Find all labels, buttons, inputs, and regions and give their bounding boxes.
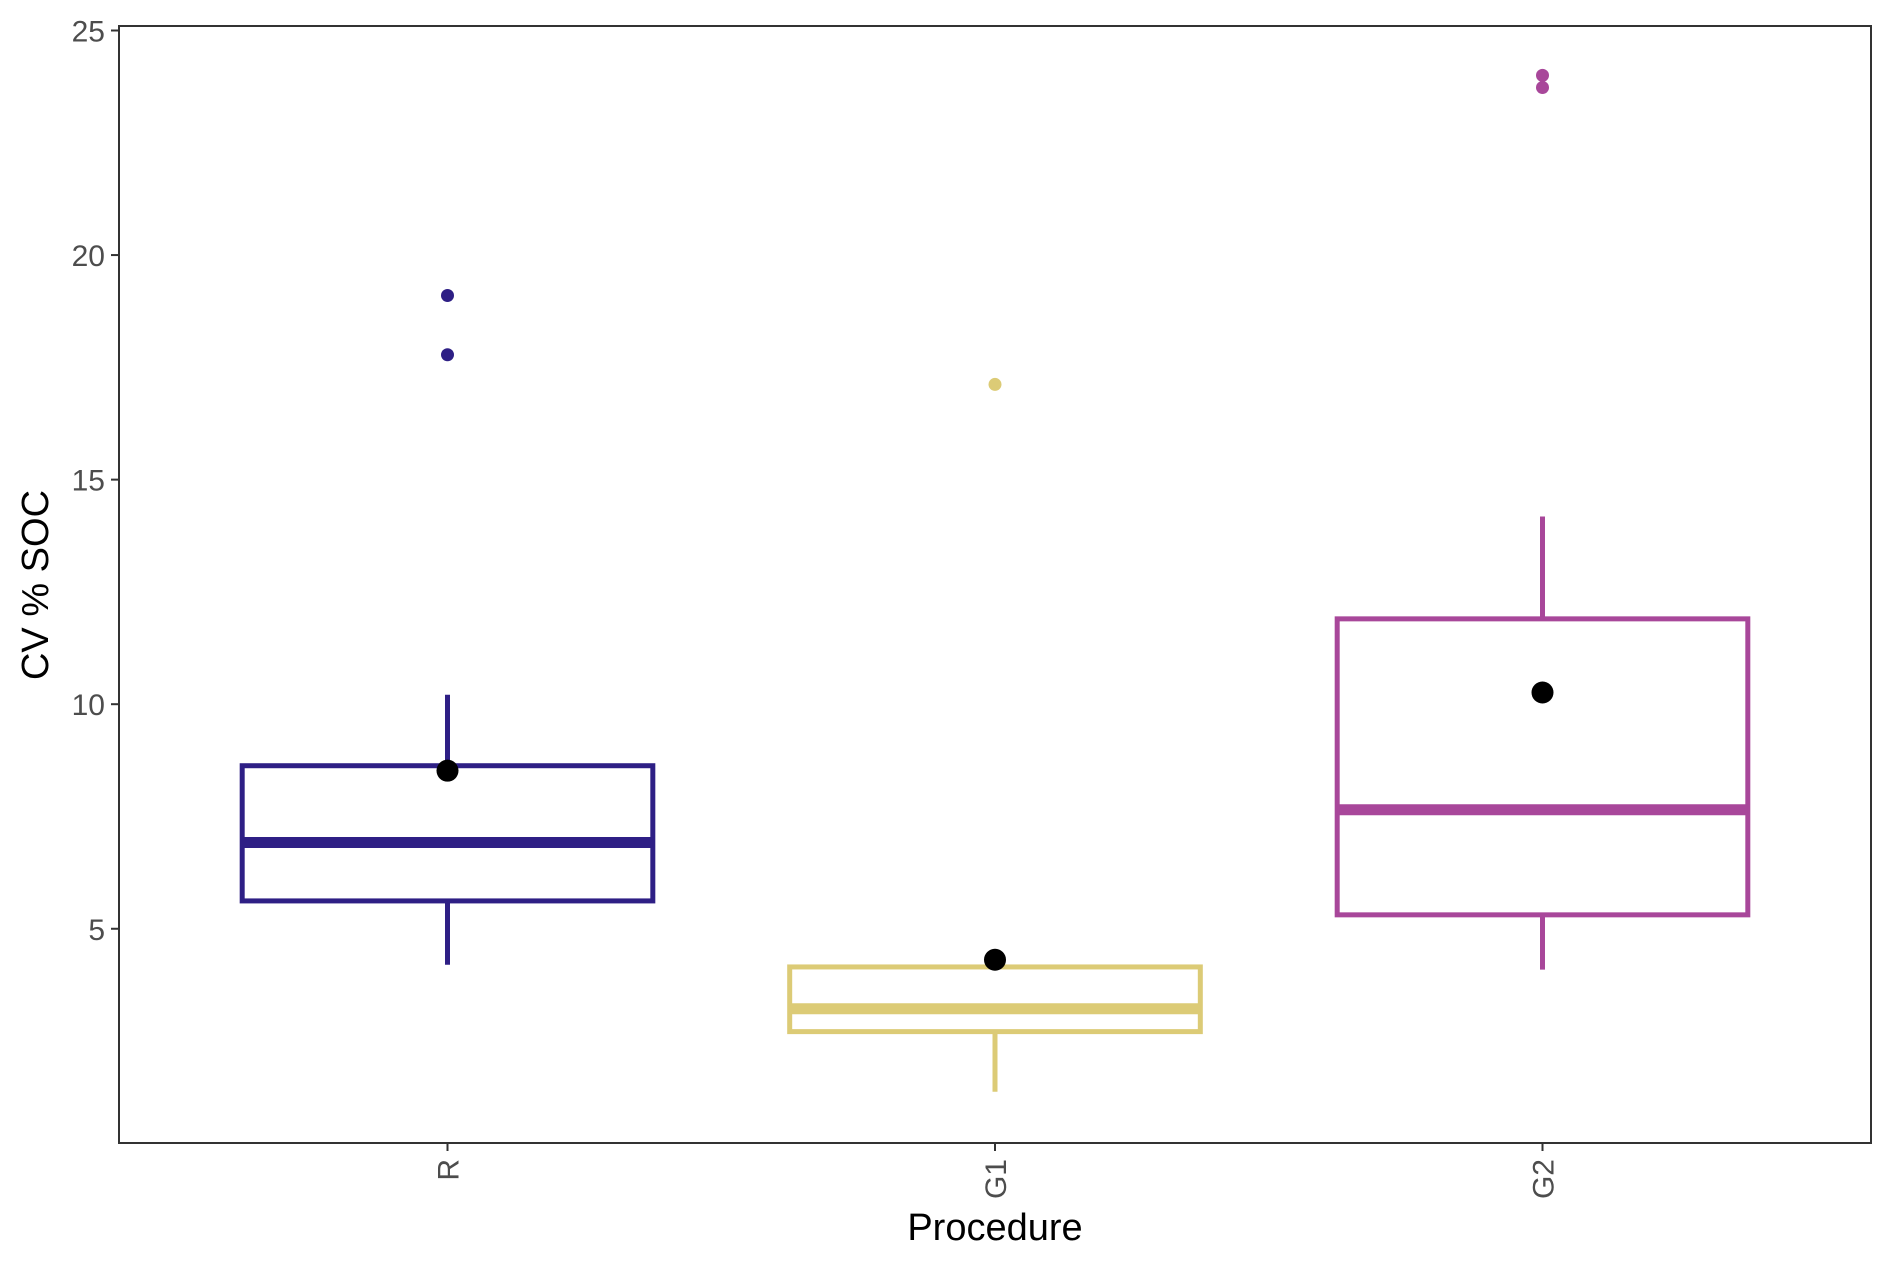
box-G1	[787, 377, 1203, 1092]
y-tick-label: 10	[72, 689, 105, 722]
y-axis-title: CV % SOC	[15, 490, 57, 680]
y-tick-label: 25	[72, 15, 105, 48]
outlier-point	[1536, 81, 1549, 95]
x-tick-label: G1	[980, 1159, 1013, 1199]
outlier-point	[1536, 68, 1549, 82]
outlier-point	[441, 288, 454, 302]
y-tick-label: 15	[72, 465, 105, 498]
x-tick-label: R	[433, 1159, 466, 1181]
mean-point	[1531, 681, 1554, 704]
box-G2	[1334, 68, 1751, 970]
outlier-point	[988, 377, 1002, 391]
x-axis: R G1 G2	[433, 1143, 1561, 1199]
iqr-box	[239, 763, 656, 904]
x-tick-label: G2	[1528, 1159, 1561, 1199]
mean-point	[436, 759, 459, 782]
y-tick-label: 20	[72, 240, 105, 273]
mean-point	[984, 948, 1006, 971]
iqr-box	[787, 964, 1203, 1035]
iqr-box	[1334, 616, 1751, 918]
box-R	[239, 288, 656, 965]
outlier-point	[441, 348, 454, 362]
x-axis-title: Procedure	[907, 1207, 1082, 1249]
y-tick-label: 5	[88, 914, 105, 947]
y-axis: 5 10 15 20 25	[72, 15, 119, 947]
plot-area	[239, 68, 1751, 1092]
